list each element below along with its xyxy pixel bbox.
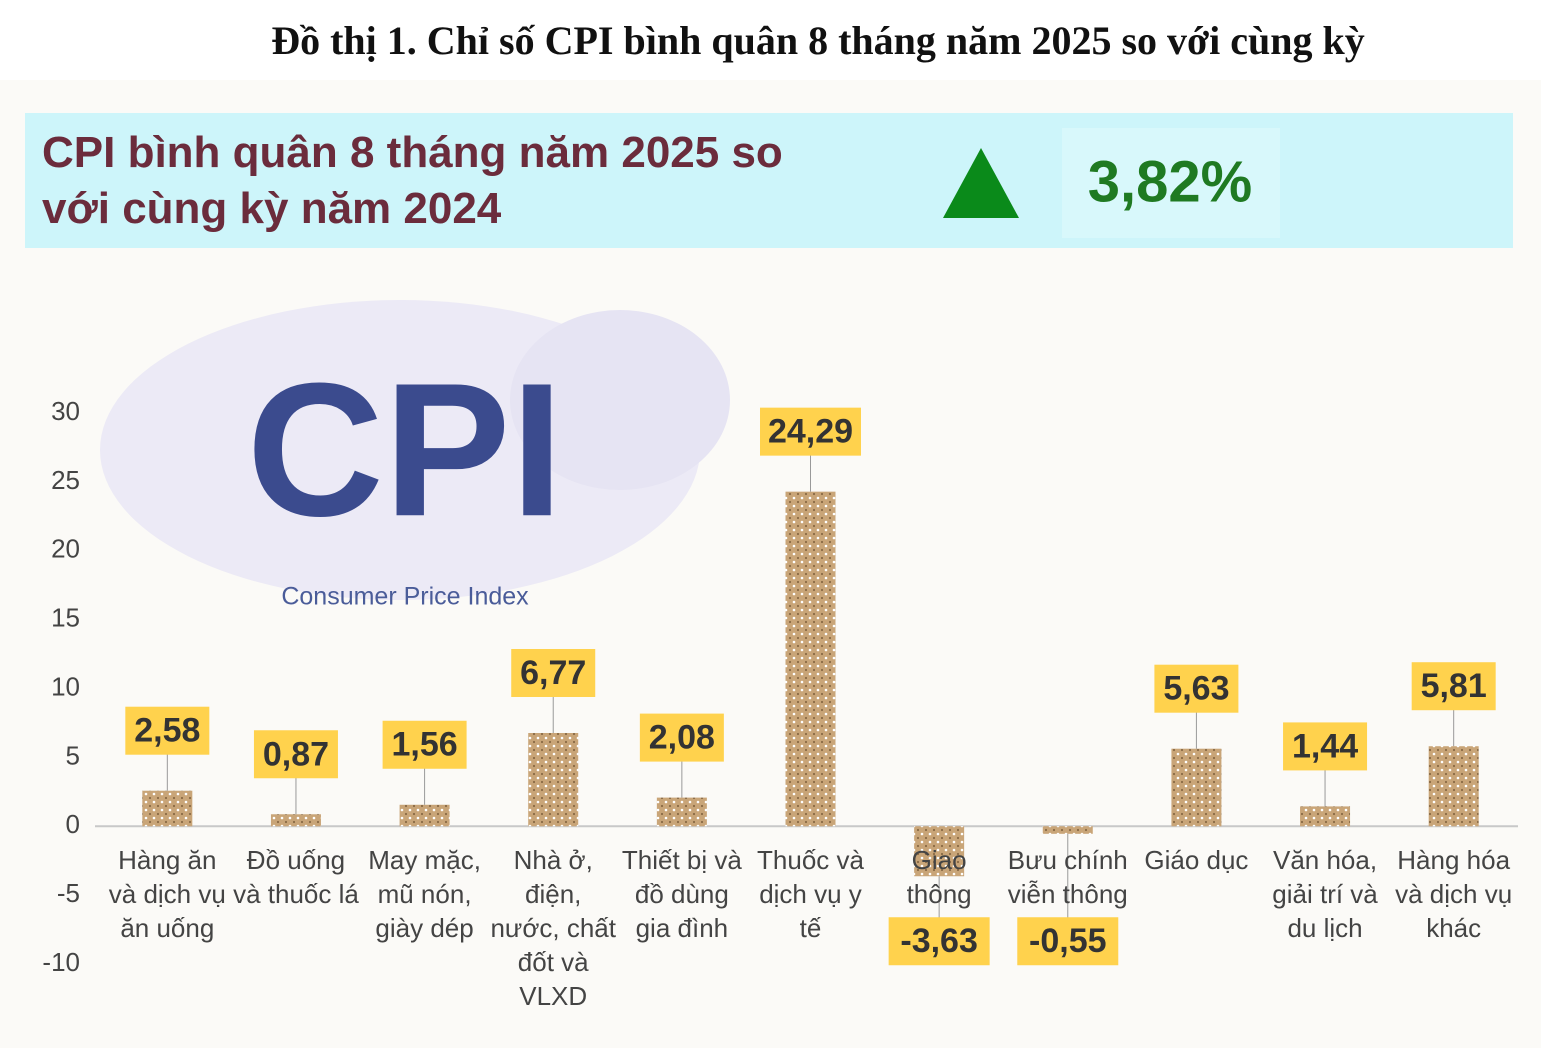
value-label-box <box>760 407 861 456</box>
value-label: 6,77 <box>520 654 586 692</box>
value-label-box <box>1017 917 1119 966</box>
bar <box>1428 746 1479 827</box>
y-tick-label: -10 <box>42 947 80 977</box>
x-tick-label: Hàng hóa và dịch vụ khác <box>1395 845 1513 943</box>
value-label: 2,08 <box>649 719 715 757</box>
value-label-box <box>125 706 210 755</box>
bar <box>1042 826 1093 834</box>
x-tick-label: Nhà ở, điện, nước, chất đốt và VLXD <box>490 845 616 1011</box>
value-label: 24,29 <box>768 413 853 451</box>
bar <box>656 797 707 827</box>
value-label-box <box>888 917 990 966</box>
value-label: -3,63 <box>900 922 978 960</box>
y-tick-label: 0 <box>66 809 80 839</box>
bar <box>785 491 836 827</box>
illustration: CPI Consumer Price Index <box>100 300 730 611</box>
y-tick-label: 10 <box>51 671 80 701</box>
bar <box>1171 748 1222 827</box>
value-label: 0,87 <box>263 735 329 773</box>
bar <box>1300 806 1351 827</box>
blob <box>510 310 730 490</box>
value-label-box <box>1154 664 1239 713</box>
value-label-box <box>1283 722 1368 771</box>
y-tick-label: 5 <box>66 740 80 770</box>
value-label: 1,56 <box>391 726 457 764</box>
y-tick-label: 15 <box>51 603 80 633</box>
value-box <box>1062 128 1280 238</box>
x-tick-label: Giáo dục <box>1144 845 1249 875</box>
x-tick-label: Thiết bị và đồ dùng gia đình <box>621 845 742 943</box>
x-tick-label: Hàng ăn và dịch vụ ăn uống <box>108 845 226 943</box>
value-label-box <box>511 648 596 697</box>
illustration-text: CPI <box>247 344 564 556</box>
illustration-caption: Consumer Price Index <box>281 583 529 611</box>
x-tick-label: May mặc, mũ nón, giày dép <box>368 845 481 943</box>
chart-title: Đồ thị 1. Chỉ số CPI bình quân 8 tháng n… <box>271 18 1365 63</box>
x-tick-label: Thuốc và dịch vụ y tế <box>757 845 864 943</box>
value-label: 5,81 <box>1421 667 1487 705</box>
bar <box>270 814 321 827</box>
bar <box>914 826 965 877</box>
summary-value: 3,82% <box>1088 149 1252 214</box>
y-tick-label: -5 <box>57 878 80 908</box>
bar <box>528 732 579 827</box>
bar <box>399 804 450 827</box>
x-tick-label: Giao thông <box>906 845 972 909</box>
trend-arrow <box>943 148 1019 218</box>
value-label-box <box>639 713 724 762</box>
value-label-box <box>1411 662 1496 711</box>
y-tick-label: 30 <box>51 396 80 426</box>
value-label: 1,44 <box>1292 727 1358 765</box>
value-label: -0,55 <box>1029 922 1107 960</box>
x-tick-label: Đồ uống và thuốc lá <box>233 845 359 909</box>
bar <box>142 790 193 827</box>
y-tick-label: 25 <box>51 465 80 495</box>
value-label-box <box>253 730 338 779</box>
x-tick-label: Văn hóa, giải trí và du lịch <box>1272 845 1378 943</box>
value-label: 5,63 <box>1163 670 1229 708</box>
summary-label: CPI bình quân 8 tháng năm 2025 so với cù… <box>42 128 783 233</box>
y-tick-label: 20 <box>51 534 80 564</box>
value-label: 2,58 <box>134 712 200 750</box>
value-label-box <box>382 720 467 769</box>
x-tick-label: Bưu chính viễn thông <box>1007 845 1128 909</box>
